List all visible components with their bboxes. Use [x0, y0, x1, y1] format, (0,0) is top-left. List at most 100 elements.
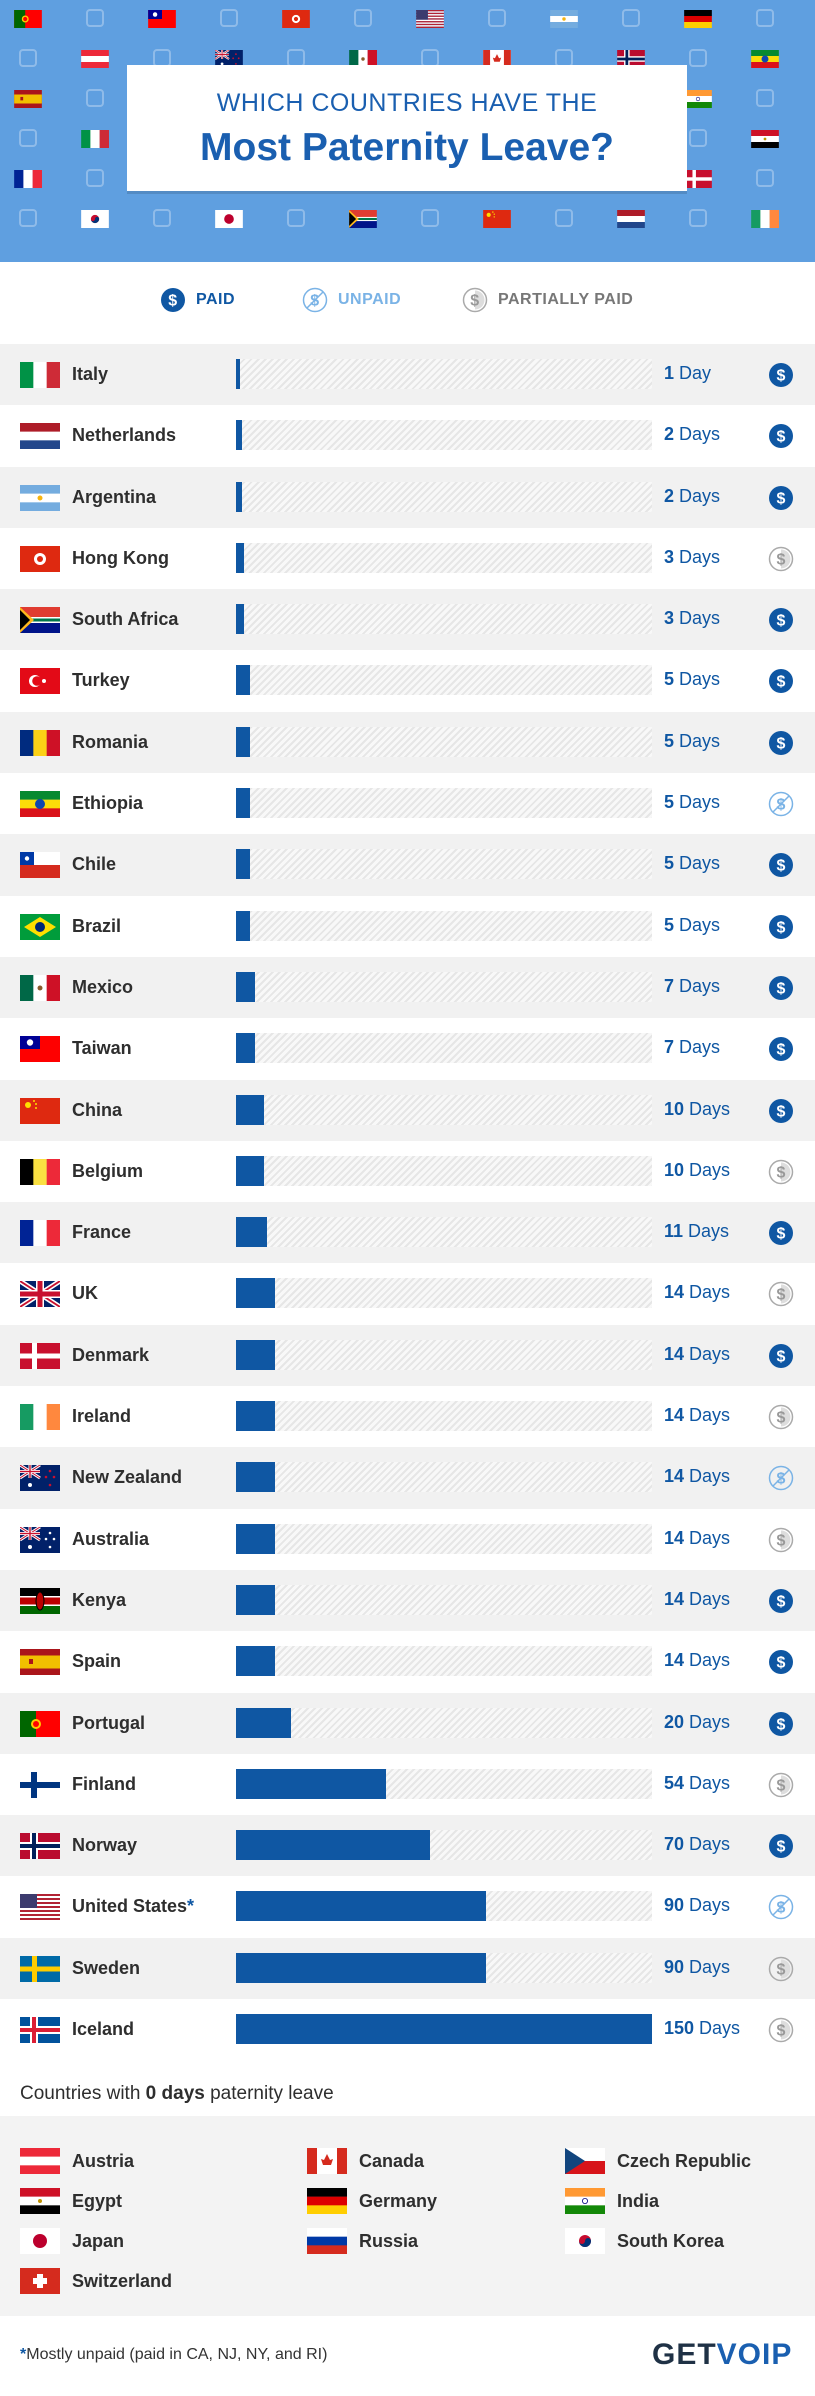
getvoip-logo: GETVOIP [652, 2338, 792, 2372]
svg-text:$: $ [168, 293, 177, 310]
days-label: 54 Days [664, 1773, 730, 1794]
bar-track [236, 1217, 652, 1248]
days-value: 7 [664, 975, 675, 996]
partially-paid-icon: $ [462, 287, 488, 313]
pattern-flag [617, 50, 645, 68]
country-label: UK [72, 1283, 98, 1304]
zero-days-country: Austria [72, 2150, 135, 2171]
pattern-flag [81, 210, 109, 228]
pattern-icon [220, 9, 238, 27]
bar [236, 971, 256, 1002]
pattern-flag [751, 210, 779, 228]
pattern-icon [421, 209, 439, 227]
days-label: 10 Days [664, 1099, 730, 1120]
flag-icon [20, 913, 60, 940]
flag-icon [20, 974, 61, 1001]
days-value: 10 [664, 1159, 685, 1180]
days-value: 14 [664, 1466, 685, 1487]
flag-icon [20, 2268, 60, 2294]
days-label: 2 Days [664, 424, 720, 445]
bar-track [236, 1339, 652, 1370]
zero-days-country: Russia [359, 2230, 419, 2251]
svg-text:$: $ [777, 1287, 786, 1304]
paid-icon: $ [768, 1649, 794, 1675]
bar [236, 910, 250, 941]
flag-icon [20, 1587, 60, 1615]
pattern-flag [483, 210, 511, 228]
flag-icon [20, 1771, 60, 1798]
svg-text:$: $ [777, 490, 786, 507]
days-label: 90 Days [664, 1895, 730, 1916]
svg-text:$: $ [777, 1042, 786, 1059]
flag-icon [20, 1955, 60, 1982]
days-value: 20 [664, 1711, 685, 1732]
days-label: 5 Days [664, 792, 720, 813]
pattern-icon [622, 9, 640, 27]
bar-track [236, 1523, 652, 1554]
svg-text:$: $ [777, 1348, 786, 1365]
pattern-flag [14, 170, 42, 188]
zero-days-country: Canada [359, 2150, 425, 2171]
bar-track [236, 604, 652, 635]
chart-row: China 10 Days $ [0, 1079, 815, 1141]
flag-icon [565, 2148, 605, 2174]
country-label: Kenya [72, 1589, 127, 1610]
paid-icon: $ [768, 423, 794, 449]
days-label: 5 Days [664, 669, 720, 690]
days-value: 5 [664, 914, 675, 935]
pattern-icon [153, 209, 171, 227]
country-label: Chile [72, 854, 117, 875]
zero-days-item: Egypt [20, 2186, 122, 2216]
unpaid-icon: $ [768, 1894, 794, 1920]
days-label: 20 Days [664, 1712, 730, 1733]
pattern-flag [684, 90, 712, 108]
pattern-icon [421, 49, 439, 67]
days-value: 90 [664, 1895, 685, 1916]
flag-icon [20, 2148, 60, 2174]
svg-text:$: $ [777, 1593, 786, 1610]
flag-icon [307, 2228, 347, 2254]
flag-icon [20, 668, 60, 695]
bar-track [236, 726, 652, 757]
days-value: 5 [664, 853, 675, 874]
country-label: Italy [72, 364, 109, 384]
days-unit: Days [684, 1834, 731, 1855]
days-unit: Days [684, 1650, 731, 1671]
country-label: Hong Kong [72, 547, 169, 568]
chart-row: New Zealand 14 Days $ [0, 1447, 815, 1509]
pattern-flag [81, 50, 109, 68]
chart-row: Turkey 5 Days $ [0, 650, 815, 711]
flag-icon [20, 1158, 61, 1185]
flag-icon [20, 1342, 60, 1369]
zero-days-title-bold: 0 days [145, 2083, 205, 2104]
svg-text:$: $ [777, 1410, 786, 1427]
days-label: 11 Days [664, 1221, 729, 1242]
days-value: 3 [664, 546, 675, 567]
pattern-flag [14, 90, 42, 108]
bar [236, 1523, 275, 1554]
paid-icon: $ [768, 1343, 794, 1369]
chart-row: Belgium 10 Days $ [0, 1141, 815, 1202]
legend-unpaid-label: UNPAID [338, 291, 402, 308]
bar-track [236, 420, 652, 451]
legend: $ PAID $ UNPAID $ PARTIALLY PAID [0, 287, 815, 317]
days-label: 5 Days [664, 853, 720, 874]
pattern-flag [349, 210, 377, 228]
bar-track [236, 542, 652, 573]
days-value: 5 [664, 730, 675, 751]
chart-row: Kenya 14 Days $ [0, 1569, 815, 1632]
paid-icon: $ [768, 975, 794, 1001]
chart-row: Sweden 90 Days $ [0, 1937, 815, 2000]
pattern-flag [349, 50, 377, 68]
days-unit: Days [684, 1466, 731, 1487]
svg-text:$: $ [777, 1532, 786, 1549]
zero-days-item: India [565, 2186, 659, 2216]
days-unit: Days [684, 1527, 731, 1548]
days-label: 1 Day [664, 363, 711, 384]
pattern-icon [488, 9, 506, 27]
flag-icon [20, 545, 60, 572]
country-label: Argentina [72, 486, 157, 507]
days-value: 1 [664, 363, 675, 383]
days-value: 3 [664, 608, 675, 629]
paid-icon: $ [161, 288, 185, 312]
